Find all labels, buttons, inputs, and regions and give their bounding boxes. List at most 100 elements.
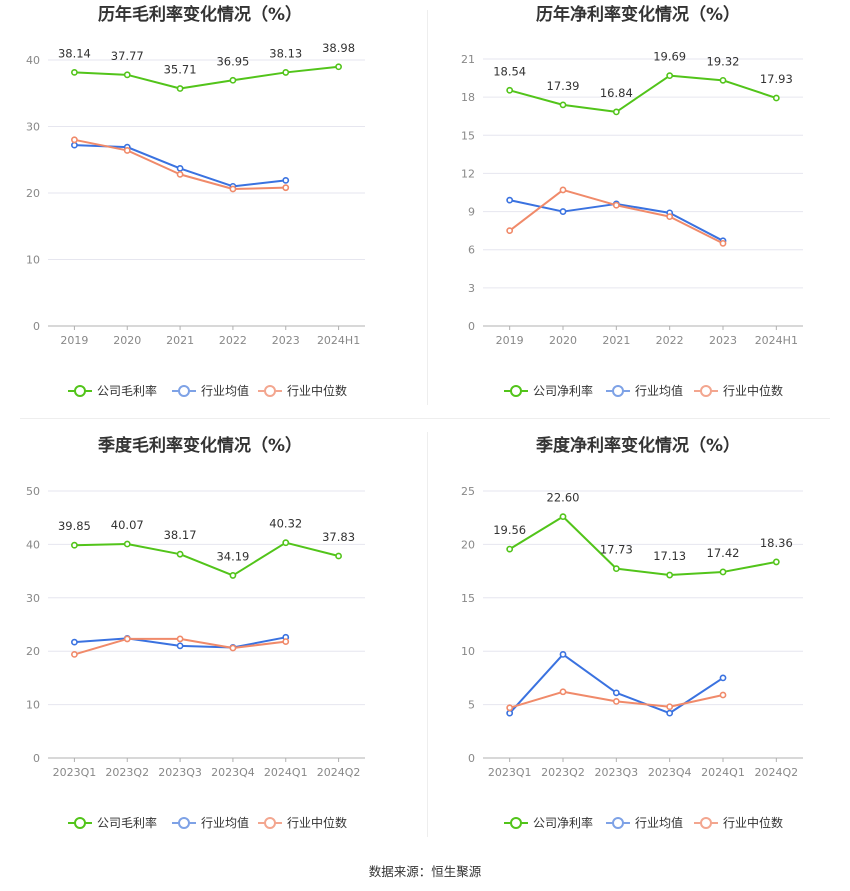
- data-point-industry-median: [666, 703, 674, 711]
- data-point-company: [506, 545, 514, 553]
- legend-item-industry-avg: 行业均值: [172, 383, 249, 398]
- data-point-industry-median: [176, 170, 184, 178]
- data-label: 17.13: [653, 549, 686, 563]
- data-point-industry-median: [559, 186, 567, 194]
- x-tick-label: 2023Q4: [648, 766, 692, 779]
- data-point-company: [559, 513, 567, 521]
- x-tick-label: 2019: [496, 334, 524, 347]
- data-point-industry-avg: [176, 164, 184, 172]
- data-point-company: [335, 552, 342, 560]
- data-label: 37.83: [322, 530, 355, 544]
- data-point-industry-median: [666, 213, 674, 221]
- series-line-company: [509, 74, 777, 113]
- data-point-company: [335, 63, 342, 71]
- data-point-industry-median: [559, 688, 567, 696]
- data-point-company: [71, 68, 78, 76]
- x-tick-label: 2023Q3: [158, 766, 202, 779]
- data-point-company: [282, 539, 290, 547]
- data-point-company: [719, 76, 727, 84]
- legend-label: 行业中位数: [287, 815, 347, 830]
- y-tick-label: 21: [461, 53, 475, 66]
- data-label: 38.17: [164, 528, 197, 542]
- y-tick-label: 30: [26, 592, 40, 605]
- series-line-company: [74, 65, 339, 90]
- data-label: 17.73: [600, 543, 633, 557]
- legend-label: 行业均值: [635, 815, 683, 830]
- annual-gross-margin-chart: 历年毛利率变化情况（%） 0 10 20 30 40 2019 2020 2021 2022 202…: [26, 4, 365, 398]
- legend-marker-icon: [612, 385, 624, 397]
- series-line-industry-median: [509, 188, 724, 245]
- chart-title: 历年毛利率变化情况（%）: [98, 4, 302, 25]
- data-point-industry-avg: [559, 208, 567, 215]
- legend-item-industry-median: 行业中位数: [694, 815, 783, 830]
- data-label: 17.42: [707, 546, 740, 560]
- y-tick-label: 20: [461, 538, 475, 551]
- x-tick-label: 2023Q2: [541, 766, 585, 779]
- data-point-company: [772, 558, 780, 566]
- data-point-company: [666, 571, 674, 579]
- legend-marker-icon: [178, 385, 190, 397]
- data-point-company: [123, 71, 131, 79]
- legend-item-company: 公司毛利率: [68, 815, 157, 830]
- data-point-company: [176, 550, 184, 558]
- legend-label: 行业均值: [635, 383, 683, 398]
- data-point-industry-avg: [71, 141, 78, 149]
- x-tick-label: 2024Q1: [701, 766, 745, 779]
- legend-marker-icon: [264, 817, 276, 829]
- y-tick-label: 6: [468, 244, 475, 257]
- chart-title: 季度净利率变化情况（%）: [536, 435, 740, 456]
- legend-label: 行业中位数: [723, 383, 783, 398]
- data-label: 36.95: [216, 54, 249, 68]
- y-tick-label: 30: [26, 121, 40, 134]
- data-point-company: [71, 541, 78, 549]
- x-tick-label: 2021: [602, 334, 630, 347]
- x-tick-label: 2020: [549, 334, 577, 347]
- data-point-industry-median: [123, 147, 131, 154]
- data-point-company: [612, 565, 620, 573]
- data-label: 17.93: [760, 72, 793, 86]
- y-tick-label: 12: [461, 167, 475, 180]
- data-point-industry-avg: [719, 674, 727, 682]
- legend-label: 公司毛利率: [97, 815, 157, 830]
- x-tick-label: 2024H1: [755, 334, 798, 347]
- y-tick-label: 5: [468, 699, 475, 712]
- x-tick-label: 2023Q1: [53, 766, 97, 779]
- data-label: 16.84: [600, 86, 633, 100]
- data-point-industry-median: [229, 644, 237, 652]
- data-label: 38.13: [269, 46, 302, 60]
- data-label: 19.69: [653, 50, 686, 64]
- x-tick-label: 2019: [60, 334, 88, 347]
- data-point-industry-median: [506, 227, 514, 235]
- annual-net-margin-chart: 历年净利率变化情况（%） 0 3 6 9 12 15 18 21 2019 2020 2021 2022…: [461, 4, 803, 398]
- data-point-company: [176, 85, 184, 92]
- vertical-divider-top: [427, 10, 428, 405]
- data-point-industry-avg: [666, 709, 674, 717]
- data-point-company: [666, 72, 674, 80]
- y-tick-label: 15: [461, 129, 475, 142]
- y-tick-label: 10: [26, 699, 40, 712]
- data-point-company: [229, 572, 237, 579]
- y-tick-label: 0: [468, 752, 475, 765]
- data-label: 18.36: [760, 536, 793, 550]
- data-point-industry-avg: [506, 709, 514, 717]
- x-tick-label: 2023Q3: [595, 766, 639, 779]
- legend-item-industry-avg: 行业均值: [172, 815, 249, 830]
- y-tick-label: 20: [26, 187, 40, 200]
- data-point-industry-median: [71, 651, 78, 658]
- data-point-industry-median: [71, 136, 78, 144]
- chart-title: 历年净利率变化情况（%）: [536, 4, 740, 25]
- y-tick-label: 25: [461, 485, 475, 498]
- legend-marker-icon: [510, 817, 522, 829]
- data-label: 19.56: [493, 523, 526, 537]
- legend-item-industry-median: 行业中位数: [258, 815, 347, 830]
- legend-item-company: 公司净利率: [504, 383, 593, 398]
- x-tick-label: 2023Q2: [105, 766, 149, 779]
- legend-marker-icon: [612, 817, 624, 829]
- data-label: 35.71: [164, 63, 197, 77]
- data-point-industry-avg: [71, 638, 78, 646]
- y-tick-label: 40: [26, 538, 40, 551]
- data-point-industry-avg: [506, 196, 514, 204]
- y-tick-label: 3: [468, 282, 475, 295]
- y-tick-label: 15: [461, 592, 475, 605]
- data-point-industry-median: [612, 697, 620, 705]
